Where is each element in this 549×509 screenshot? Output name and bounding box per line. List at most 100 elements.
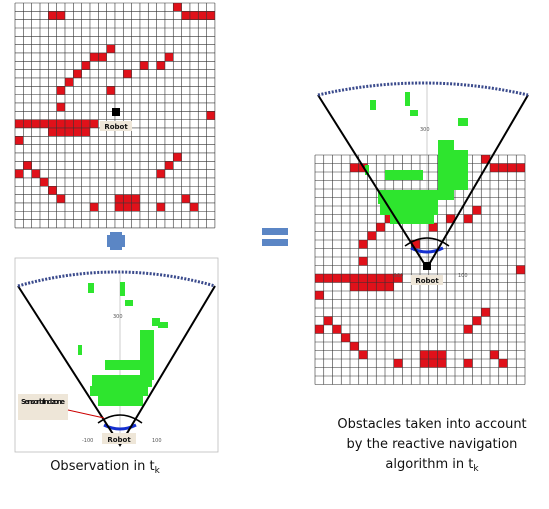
obstacle-cell [394, 359, 403, 368]
equals-sign [262, 228, 288, 235]
obstacle-cell [324, 317, 333, 326]
obstacle-cell [123, 203, 131, 211]
obstacle-cell [15, 170, 23, 178]
obstacle-cell [73, 120, 81, 128]
sensor-range-arc [318, 83, 528, 95]
obstacle-cell [438, 359, 447, 368]
obstacle-cell [107, 45, 115, 53]
obstacle-cell [173, 153, 181, 161]
robot-label: Robot [104, 123, 128, 131]
obstacle-cell [481, 308, 490, 317]
obstacle-cell [57, 128, 65, 136]
obstacle-cell [57, 86, 65, 94]
axis-label: -100 [82, 438, 93, 444]
obstacle-cell [182, 195, 190, 203]
plus-sign [107, 235, 125, 247]
sensor-point [378, 190, 438, 204]
obstacle-cell [48, 120, 56, 128]
cone-side [318, 95, 528, 268]
obstacle-cell [315, 274, 324, 283]
obstacle-cell [190, 203, 198, 211]
obstacle-cell [420, 359, 429, 368]
obstacle-cell [376, 274, 385, 283]
sensor-point [92, 375, 152, 387]
obstacle-cell [132, 195, 140, 203]
obstacle-cell [341, 274, 350, 283]
obstacle-cell [23, 120, 31, 128]
sensor-point [78, 345, 82, 355]
caption-text: Observation in t [50, 459, 154, 474]
obstacle-cell [429, 223, 438, 232]
obstacle-cell [429, 359, 438, 368]
figure: Robot300-100100RobotSensor blind zone300… [0, 0, 549, 509]
obstacle-cell [82, 120, 90, 128]
obstacle-cell [73, 70, 81, 78]
obstacle-cell [315, 291, 324, 300]
obstacle-cell [438, 351, 447, 360]
caption-subscript: k [155, 466, 161, 476]
obstacle-cell [473, 206, 482, 215]
obstacle-cell [165, 161, 173, 169]
obstacle-cell [65, 120, 73, 128]
obstacle-cell [324, 274, 333, 283]
robot [112, 108, 120, 116]
obstacle-cell [48, 128, 56, 136]
obstacle-cell [350, 283, 359, 292]
sensor-point [158, 322, 168, 328]
robot-label: Robot [107, 436, 131, 444]
obstacle-cell [182, 11, 190, 19]
obstacle-cell [420, 351, 429, 360]
obstacle-cell [23, 161, 31, 169]
robot [423, 262, 431, 270]
obstacle-cell [123, 70, 131, 78]
obstacle-cell [15, 120, 23, 128]
obstacle-cell [516, 164, 525, 173]
sensor-point [90, 386, 148, 396]
obstacle-cell [368, 283, 377, 292]
obstacle-cell [350, 274, 359, 283]
obstacle-cell [173, 3, 181, 11]
axis-label: 100 [458, 273, 468, 279]
blind-zone-label: Sensor blind zone [21, 398, 65, 406]
obstacle-cell [65, 78, 73, 86]
obstacle-cell [490, 164, 499, 173]
sensor-point [405, 92, 410, 106]
obstacle-cell [73, 128, 81, 136]
obstacle-cell [157, 61, 165, 69]
obstacle-cell [48, 186, 56, 194]
obstacle-cell [57, 195, 65, 203]
axis-label: 100 [152, 438, 162, 444]
sensor-point [458, 118, 468, 126]
obstacle-cell [429, 351, 438, 360]
obstacle-cell [15, 136, 23, 144]
obstacle-cell [499, 164, 508, 173]
obstacle-cell [464, 359, 473, 368]
caption-right-line: algorithm in tk [385, 457, 479, 474]
sensor-point [448, 150, 468, 190]
obstacle-cell [464, 215, 473, 224]
obstacle-cell [40, 120, 48, 128]
obstacle-cell [350, 164, 359, 173]
obstacle-cell [82, 61, 90, 69]
obstacle-cell [359, 351, 368, 360]
obstacle-cell [499, 359, 508, 368]
obstacle-cell [32, 120, 40, 128]
obstacle-cell [65, 128, 73, 136]
obstacle-cell [333, 325, 342, 334]
obstacle-cell [490, 351, 499, 360]
obstacle-cell [157, 203, 165, 211]
obstacle-cell [90, 203, 98, 211]
sensor-point [385, 170, 423, 180]
axis-label: -100 [392, 273, 403, 279]
obstacle-cell [57, 103, 65, 111]
robot-label: Robot [415, 277, 439, 285]
obstacle-cell [115, 203, 123, 211]
axis-label: 300 [420, 127, 430, 133]
obstacle-cell [207, 111, 215, 119]
obstacle-cell [508, 164, 517, 173]
caption-text: algorithm in t [385, 457, 473, 472]
obstacle-cell [123, 195, 131, 203]
obstacle-cell [368, 232, 377, 241]
sensor-point [370, 100, 376, 110]
obstacle-cell [157, 170, 165, 178]
